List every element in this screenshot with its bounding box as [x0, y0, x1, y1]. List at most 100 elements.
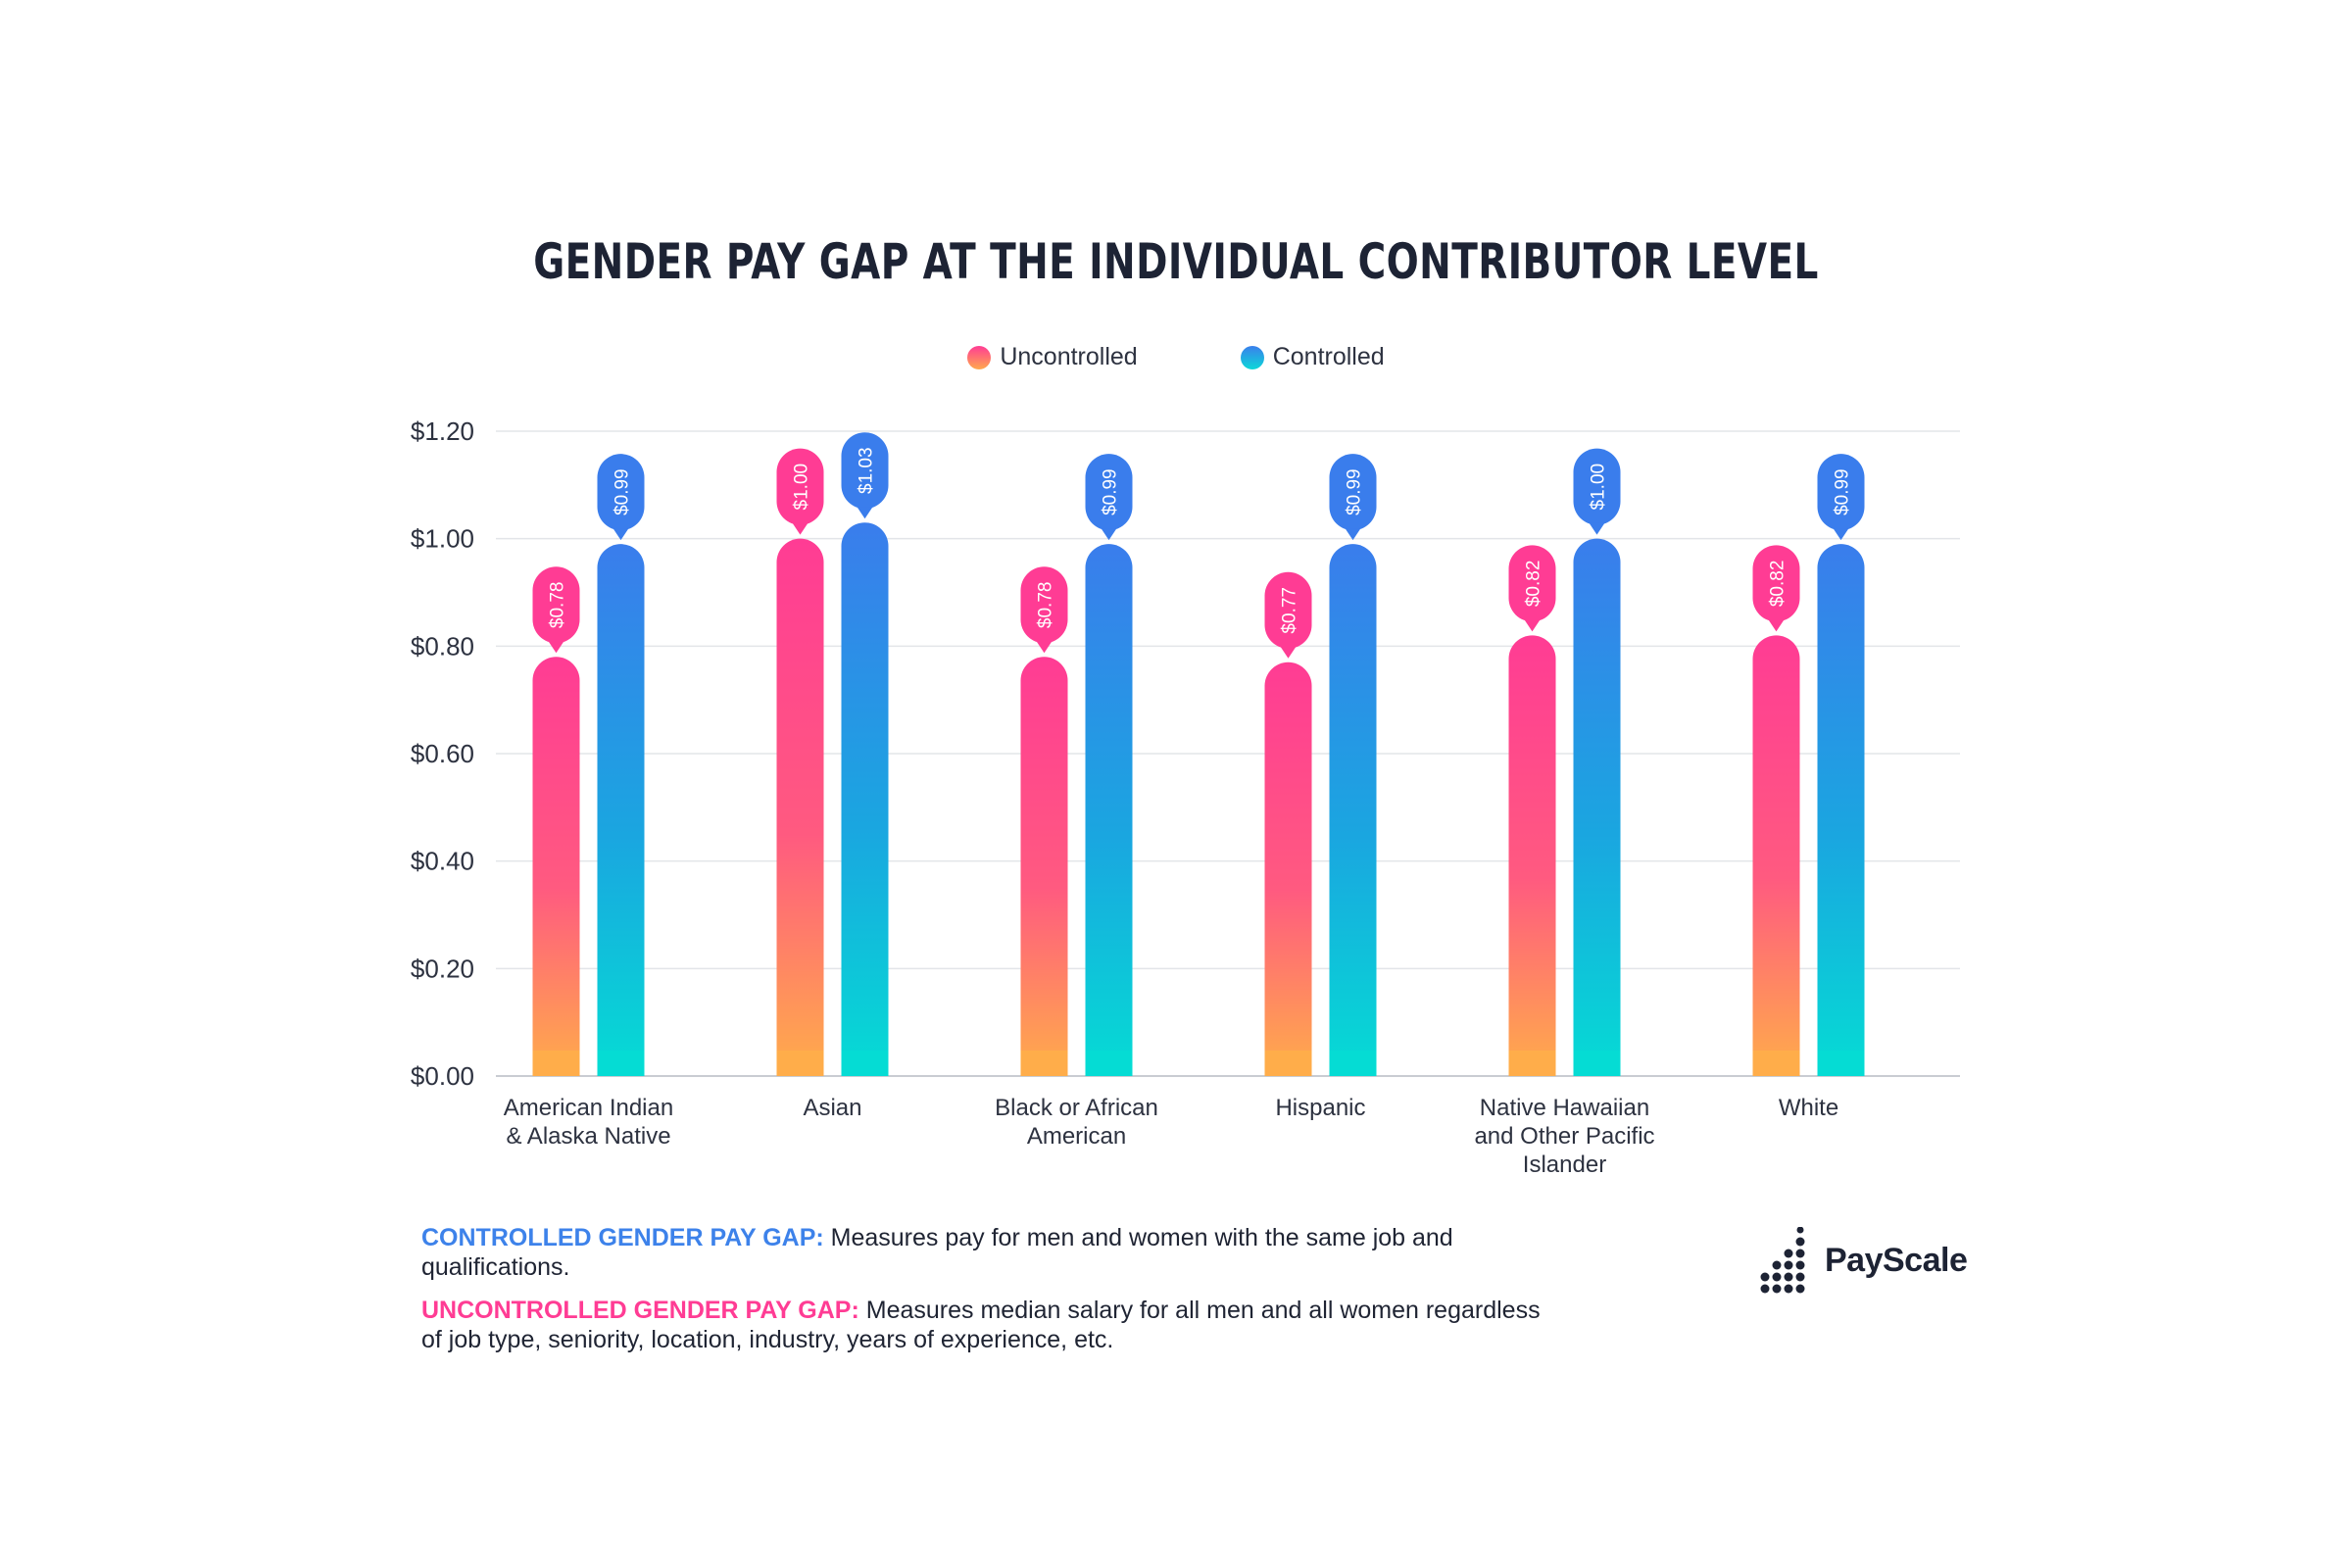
callout-bubble	[1264, 571, 1312, 649]
controlled-swatch	[1240, 345, 1264, 369]
bar-uncontrolled	[1508, 635, 1556, 1076]
callout-bubble	[532, 566, 580, 644]
value-label: $1.00	[792, 464, 812, 511]
bar-base-controlled	[597, 1051, 645, 1076]
value-callout-uncontrolled: $0.82	[1508, 545, 1556, 632]
callout-bubble	[1573, 448, 1621, 525]
x-category-label: Black or African	[995, 1095, 1158, 1121]
bar-base-controlled	[1085, 1051, 1133, 1076]
uncontrolled-swatch	[967, 345, 992, 369]
value-callout-uncontrolled: $0.78	[1020, 566, 1068, 654]
value-callout-controlled: $0.99	[1817, 454, 1865, 541]
x-category-label: American	[1027, 1123, 1126, 1150]
callout-bubble	[1329, 454, 1377, 531]
legend: Uncontrolled Controlled	[0, 343, 2352, 371]
bar-base-controlled	[841, 1051, 889, 1076]
y-tick-label: $1.20	[411, 416, 474, 446]
value-label: $1.00	[1589, 464, 1609, 511]
value-label: $0.99	[1101, 468, 1121, 515]
callout-pointer	[1589, 522, 1605, 535]
callout-pointer	[1280, 646, 1297, 659]
bar-uncontrolled	[1264, 662, 1312, 1076]
bar-uncontrolled	[776, 538, 824, 1076]
value-callout-controlled: $1.00	[1573, 448, 1621, 535]
uncontrolled-note: UNCONTROLLED GENDER PAY GAP: Measures me…	[421, 1296, 1558, 1354]
callout-bubble	[776, 448, 824, 525]
callout-pointer	[548, 641, 564, 654]
uncontrolled-note-label: UNCONTROLLED GENDER PAY GAP:	[421, 1297, 859, 1324]
bar-controlled	[1817, 544, 1865, 1076]
payscale-logo-text: PayScale	[1825, 1241, 1968, 1279]
callout-pointer	[1833, 528, 1849, 541]
controlled-note-label: CONTROLLED GENDER PAY GAP:	[421, 1224, 824, 1251]
value-label: $0.99	[1345, 468, 1365, 515]
bar-controlled	[1085, 544, 1133, 1076]
callout-pointer	[612, 528, 629, 541]
bar-base-uncontrolled	[1264, 1051, 1312, 1076]
value-label: $0.82	[1768, 561, 1788, 608]
legend-item-uncontrolled: Uncontrolled	[967, 343, 1138, 371]
callout-bubble	[1085, 454, 1133, 531]
bar-controlled	[597, 544, 645, 1076]
bar-base-uncontrolled	[776, 1051, 824, 1076]
legend-item-controlled: Controlled	[1240, 343, 1385, 371]
value-callout-uncontrolled: $0.77	[1264, 571, 1312, 659]
callout-bubble	[1752, 545, 1800, 622]
value-callout-uncontrolled: $0.78	[532, 566, 580, 654]
x-category-label: and Other Pacific	[1474, 1123, 1654, 1150]
x-category-label: Hispanic	[1275, 1095, 1365, 1121]
value-label: $0.99	[612, 468, 633, 515]
bar-uncontrolled	[532, 657, 580, 1076]
bar-base-uncontrolled	[1020, 1051, 1068, 1076]
value-callout-uncontrolled: $1.00	[776, 448, 824, 535]
value-callout-controlled: $0.99	[1329, 454, 1377, 541]
bar-uncontrolled	[1752, 635, 1800, 1076]
y-tick-label: $0.60	[411, 739, 474, 768]
bar-base-uncontrolled	[1752, 1051, 1800, 1076]
callout-bubble	[597, 454, 645, 531]
x-category-label: Asian	[803, 1095, 861, 1121]
bar-controlled	[1573, 538, 1621, 1076]
callout-pointer	[1768, 619, 1785, 632]
controlled-note: CONTROLLED GENDER PAY GAP: Measures pay …	[421, 1223, 1558, 1282]
bar-base-controlled	[1573, 1051, 1621, 1076]
value-callout-controlled: $1.03	[841, 432, 889, 519]
bar-base-uncontrolled	[1508, 1051, 1556, 1076]
callout-pointer	[857, 507, 873, 519]
notes: CONTROLLED GENDER PAY GAP: Measures pay …	[421, 1223, 1558, 1368]
uncontrolled-note-text: Measures median salary for all men and a…	[421, 1297, 1541, 1353]
bar-controlled	[841, 522, 889, 1076]
chart-title: GENDER PAY GAP AT THE INDIVIDUAL CONTRIB…	[533, 233, 1819, 290]
x-category-label: & Alaska Native	[506, 1123, 670, 1150]
value-callout-controlled: $0.99	[1085, 454, 1133, 541]
bar-base-uncontrolled	[532, 1051, 580, 1076]
callout-pointer	[1345, 528, 1361, 541]
bar-controlled	[1329, 544, 1377, 1076]
callout-bubble	[1020, 566, 1068, 644]
y-tick-label: $0.00	[411, 1061, 474, 1091]
value-label: $0.77	[1280, 587, 1300, 634]
value-callout-controlled: $0.99	[597, 454, 645, 541]
payscale-logo-mark	[1760, 1227, 1805, 1294]
callout-bubble	[1508, 545, 1556, 622]
callout-pointer	[792, 522, 808, 535]
x-category-label: Islander	[1523, 1152, 1606, 1178]
y-tick-label: $0.20	[411, 954, 474, 983]
bar-base-controlled	[1817, 1051, 1865, 1076]
x-category-label: Native Hawaiian	[1480, 1095, 1649, 1121]
y-tick-label: $0.40	[411, 847, 474, 876]
callout-bubble	[841, 432, 889, 510]
bar-uncontrolled	[1020, 657, 1068, 1076]
value-label: $0.99	[1833, 468, 1853, 515]
value-label: $0.82	[1524, 561, 1544, 608]
callout-pointer	[1036, 641, 1053, 654]
y-tick-label: $1.00	[411, 524, 474, 554]
value-callout-uncontrolled: $0.82	[1752, 545, 1800, 632]
callout-pointer	[1524, 619, 1541, 632]
y-tick-label: $0.80	[411, 631, 474, 661]
legend-label-controlled: Controlled	[1272, 343, 1385, 370]
callout-bubble	[1817, 454, 1865, 531]
bar-base-controlled	[1329, 1051, 1377, 1076]
controlled-note-text: Measures pay for men and women with the …	[421, 1224, 1453, 1281]
